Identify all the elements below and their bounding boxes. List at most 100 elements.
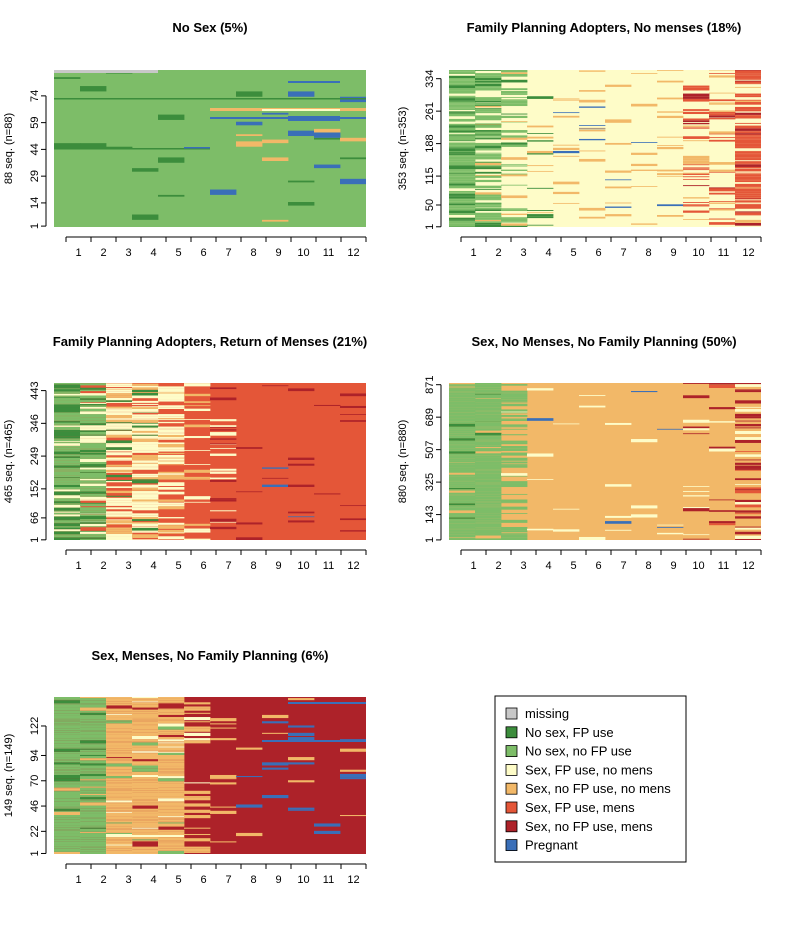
sequence-streak <box>132 777 159 780</box>
sequence-streak <box>54 457 81 461</box>
sequence-streak <box>158 848 185 851</box>
x-tick-label: 8 <box>250 247 256 259</box>
sequence-streak <box>657 532 684 535</box>
sequence-streak <box>80 395 107 399</box>
sequence-streak <box>184 809 211 813</box>
sequence-streak <box>449 442 476 445</box>
sequence-streak <box>449 193 476 196</box>
sequence-streak <box>132 829 159 833</box>
sequence-streak <box>475 394 502 396</box>
x-tick-label: 6 <box>595 560 601 572</box>
sequence-streak <box>80 483 107 486</box>
sequence-streak <box>210 453 237 456</box>
sequence-streak <box>475 411 502 415</box>
sequence-streak <box>475 515 502 519</box>
sequence-streak <box>106 391 133 393</box>
sequence-streak <box>449 161 476 163</box>
sequence-streak <box>106 788 133 790</box>
sequence-streak <box>449 513 476 514</box>
sequence-streak <box>449 487 476 490</box>
sequence-streak <box>475 518 502 521</box>
sequence-streak <box>340 777 366 780</box>
sequence-streak <box>158 790 185 793</box>
sequence-streak <box>54 442 81 446</box>
sequence-streak <box>106 793 133 797</box>
sequence-streak <box>80 442 107 443</box>
sequence-streak <box>80 431 107 435</box>
sequence-streak <box>80 734 107 738</box>
x-tick-label: 6 <box>200 874 206 886</box>
sequence-streak <box>132 419 159 423</box>
sequence-streak <box>132 852 159 854</box>
sequence-streak <box>106 519 133 521</box>
sequence-streak <box>683 202 710 203</box>
sequence-streak <box>132 526 159 528</box>
sequence-streak <box>158 819 185 822</box>
sequence-streak <box>683 534 710 536</box>
sequence-streak <box>449 518 476 520</box>
sequence-streak <box>449 220 476 222</box>
sequence-streak <box>106 732 133 735</box>
sequence-streak <box>106 844 133 846</box>
sequence-streak <box>106 533 133 537</box>
sequence-streak <box>288 757 315 761</box>
sequence-streak <box>709 510 736 512</box>
sequence-streak <box>158 742 185 744</box>
sequence-streak <box>54 407 81 411</box>
x-tick-label: 11 <box>718 247 729 259</box>
sequence-streak <box>132 432 159 435</box>
sequence-streak <box>501 434 528 436</box>
sequence-streak <box>735 191 761 194</box>
sequence-streak <box>80 749 107 752</box>
sequence-streak <box>80 805 107 809</box>
sequence-streak <box>735 383 761 385</box>
y-axis-label: 88 seq. (n=88) <box>3 113 15 184</box>
sequence-streak <box>132 523 159 527</box>
sequence-streak <box>80 472 107 473</box>
sequence-streak <box>262 477 289 479</box>
sequence-streak <box>106 516 133 518</box>
sequence-streak <box>132 416 159 419</box>
y-tick-label: 871 <box>424 376 436 394</box>
sequence-streak <box>631 223 658 225</box>
sequence-streak <box>735 81 761 84</box>
sequence-streak <box>449 112 476 114</box>
sequence-streak <box>132 517 159 520</box>
sequence-streak <box>106 721 133 724</box>
sequence-streak <box>106 810 133 812</box>
sequence-streak <box>80 425 107 428</box>
sequence-streak <box>210 429 237 431</box>
sequence-streak <box>80 411 107 415</box>
sequence-streak <box>106 408 133 410</box>
sequence-streak <box>158 798 185 802</box>
sequence-streak <box>158 737 185 740</box>
y-tick-label: 29 <box>29 170 41 182</box>
sequence-streak <box>475 414 502 417</box>
sequence-streak <box>106 835 184 837</box>
sequence-streak <box>54 787 81 789</box>
sequence-streak <box>184 530 211 533</box>
sequence-streak <box>158 796 185 799</box>
sequence-streak <box>158 842 185 844</box>
sequence-streak <box>80 480 107 483</box>
sequence-streak <box>158 787 185 791</box>
sequence-streak <box>501 225 528 227</box>
sequence-streak <box>80 796 107 798</box>
sequence-streak <box>683 118 710 120</box>
sequence-streak <box>735 526 761 528</box>
chart-panel-2: Family Planning Adopters, No menses (18%… <box>397 20 762 259</box>
sequence-streak <box>106 726 133 729</box>
sequence-streak <box>449 483 476 485</box>
sequence-streak <box>657 146 684 150</box>
sequence-streak <box>132 774 159 778</box>
sequence-streak <box>158 719 185 721</box>
sequence-streak <box>54 534 81 536</box>
sequence-streak <box>449 391 476 393</box>
sequence-streak <box>132 779 159 781</box>
sequence-streak <box>735 451 761 452</box>
sequence-streak <box>340 405 366 408</box>
sequence-streak <box>80 744 107 747</box>
sequence-plot <box>449 383 761 540</box>
sequence-streak <box>184 707 211 709</box>
sequence-streak <box>683 140 710 142</box>
